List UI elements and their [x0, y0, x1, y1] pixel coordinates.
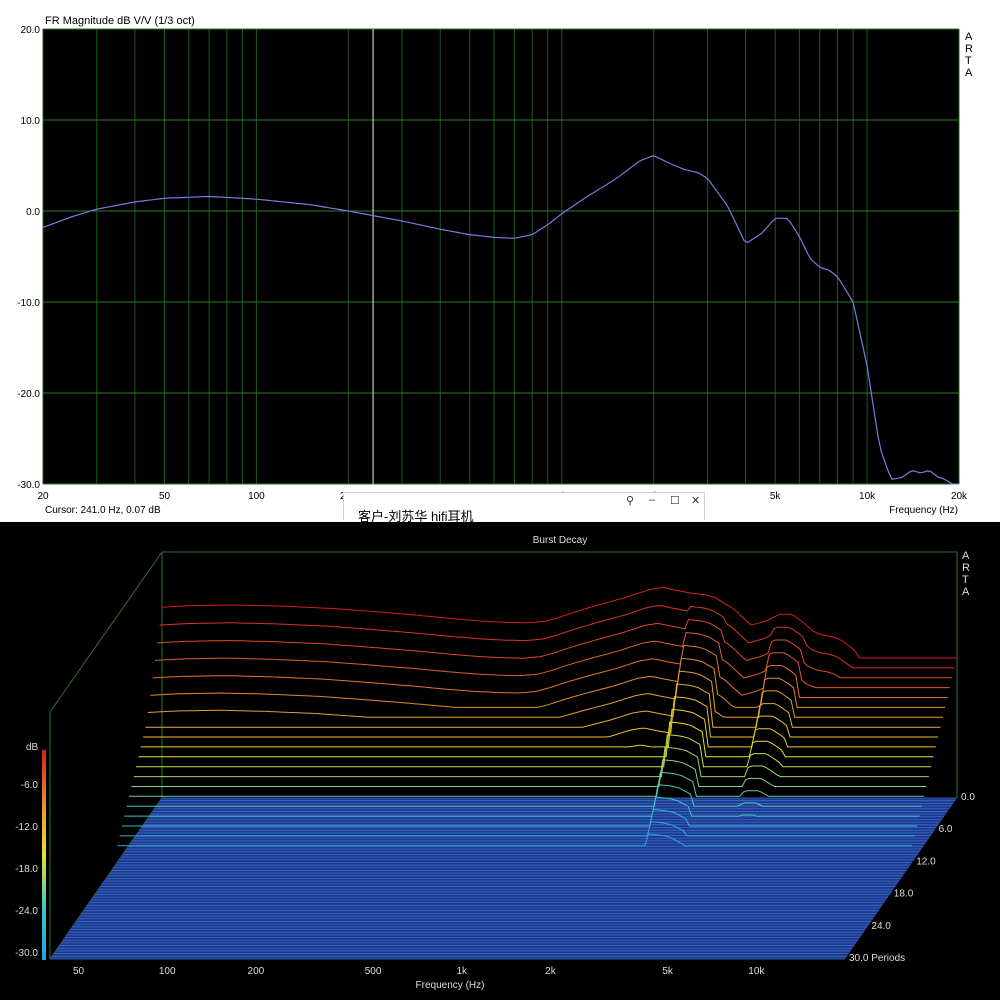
bd-decay-slice — [154, 631, 950, 689]
fr-x-tick-label: 50 — [159, 491, 171, 502]
pin-icon[interactable]: ⚲ — [626, 495, 635, 507]
bd-decay-slice — [140, 708, 936, 748]
bd-decay-slice — [161, 587, 957, 659]
fr-plot-area[interactable] — [43, 29, 959, 484]
burst-decay-panel: Burst Decay 50 100 200 500 1k 2k 5k 10k 0.0 6.0 1… — [0, 522, 1000, 1000]
minimize-button[interactable]: – — [649, 494, 656, 506]
fr-x-tick-label: 20 — [37, 491, 49, 502]
child-window-titlebar[interactable]: ⚲ – ☐ ✕ 客户-刘苏华 hifi耳机 — [343, 492, 705, 524]
bd-decay-slice — [138, 721, 934, 758]
bd-decay-slice — [150, 657, 946, 708]
maximize-button[interactable]: ☐ — [670, 495, 680, 507]
bd-decay-slice — [136, 734, 932, 768]
bd-x-tick-label: 1k — [456, 966, 468, 977]
color-scale-bar: -6.0 -12.0 -18.0 -24.0 -30.0 — [15, 750, 46, 960]
close-button[interactable]: ✕ — [691, 495, 701, 507]
bd-decay-slice — [124, 796, 920, 817]
bd-x-tick-label: 5k — [662, 966, 674, 977]
fr-x-tick-label: 10k — [859, 491, 876, 502]
bd-x-axis-label: Frequency (Hz) — [416, 980, 485, 991]
bd-decay-slice — [152, 644, 948, 698]
fr-y-tick-label: 20.0 — [21, 25, 41, 36]
colorbar-tick-label: -24.0 — [15, 906, 38, 917]
fr-y-tick-label: 10.0 — [21, 116, 41, 127]
bd-x-tick-label: 100 — [159, 966, 176, 977]
bd-decay-slice — [147, 670, 943, 718]
bd-x-tick-label: 2k — [545, 966, 557, 977]
bd-frame-top-edge — [49, 551, 163, 713]
bd-x-tick-label: 10k — [748, 966, 765, 977]
bd-z-tick-label: 24.0 — [871, 921, 891, 932]
bd-x-tick-label: 50 — [73, 966, 85, 977]
fr-x-axis-label: Frequency (Hz) — [889, 505, 958, 516]
fr-chart-title: FR Magnitude dB V/V (1/3 oct) — [45, 15, 195, 27]
fr-x-tick-label: 100 — [248, 491, 265, 502]
window-title: 客户-刘苏华 hifi耳机 — [358, 509, 474, 524]
burst-decay-title: Burst Decay — [533, 535, 587, 546]
colorbar-tick-label: -6.0 — [21, 780, 39, 791]
bd-decay-slice — [126, 784, 922, 807]
bd-decay-slice — [133, 746, 929, 778]
fr-y-tick-label: 0.0 — [26, 207, 40, 218]
bd-decay-slice — [143, 696, 939, 738]
bd-z-tick-label: 18.0 — [894, 889, 914, 900]
fr-chart: 20501002005001k2k5k10k20k 20.010.00.0-10… — [17, 15, 973, 516]
bd-decay-slice — [131, 759, 927, 787]
bd-z-tick-label: 6.0 — [939, 824, 953, 835]
fr-x-tick-label: 20k — [951, 491, 968, 502]
bd-decay-slice — [117, 833, 913, 847]
bd-z-tick-label: 30.0 Periods — [849, 953, 905, 964]
bd-z-tick-label: 12.0 — [916, 856, 936, 867]
colorbar-tick-label: -18.0 — [15, 864, 38, 875]
bd-x-tick-label: 200 — [248, 966, 265, 977]
colorbar-tick-label: -12.0 — [15, 822, 38, 833]
fr-cursor-readout: Cursor: 241.0 Hz, 0.07 dB — [45, 505, 161, 516]
fr-y-tick-label: -20.0 — [17, 389, 40, 400]
bd-x-tick-label: 500 — [365, 966, 382, 977]
bd-decay-slice — [119, 821, 915, 837]
bd-decay-slice — [145, 683, 941, 728]
fr-magnitude-panel: 20501002005001k2k5k10k20k 20.010.00.0-10… — [17, 15, 973, 516]
fr-x-tick-label: 5k — [770, 491, 782, 502]
fr-y-tick-label: -10.0 — [17, 298, 40, 309]
color-scale-gradient — [42, 750, 46, 960]
colorbar-tick-label: -30.0 — [15, 948, 38, 959]
fr-series-line — [42, 155, 959, 485]
bd-z-tick-label: 0.0 — [961, 792, 975, 803]
bd-decay-slice — [122, 808, 917, 827]
bd-decay-slice — [129, 771, 925, 797]
colorbar-unit-label: dB — [26, 742, 39, 753]
bd-decay-slice — [157, 618, 953, 679]
burst-decay-chart: Burst Decay 50 100 200 500 1k 2k 5k 10k 0.0 6.0 1… — [15, 535, 975, 991]
fr-y-tick-label: -30.0 — [17, 480, 40, 491]
bd-decay-slice — [159, 605, 955, 669]
